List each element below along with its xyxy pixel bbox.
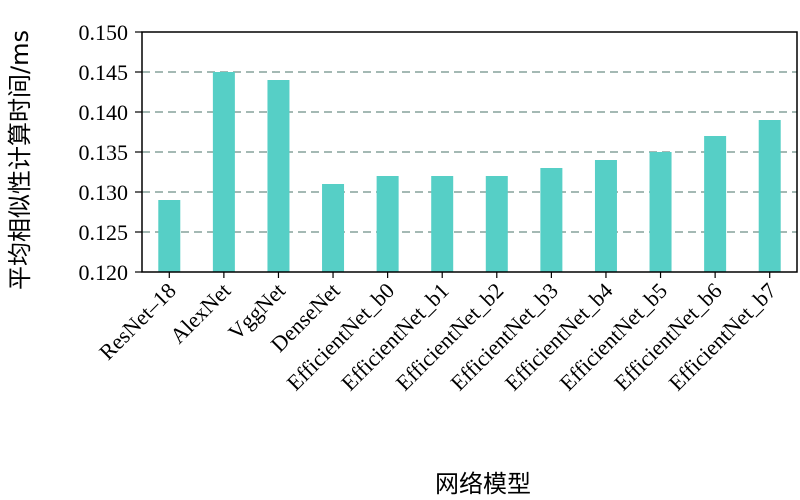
bars	[158, 72, 781, 272]
grid-lines	[142, 71, 797, 233]
bar	[485, 176, 508, 272]
bar	[431, 176, 454, 272]
x-axis-title: 网络模型	[435, 470, 531, 498]
y-tick-label: 0.120	[79, 260, 129, 285]
y-axis-title: 平均相似性计算时间/ms	[6, 30, 34, 290]
x-category-label: AlexNet	[165, 278, 235, 348]
y-tick-label: 0.135	[79, 140, 129, 165]
y-tick-label: 0.125	[79, 220, 129, 245]
bar	[267, 80, 290, 272]
x-axis-labels: ResNet–18AlexNetVggNetDenseNetEfficientN…	[94, 272, 781, 395]
y-tick-label: 0.130	[79, 180, 129, 205]
bar	[540, 168, 563, 272]
bar	[594, 160, 617, 272]
y-tick-label: 0.145	[79, 60, 129, 85]
y-axis-ticks: 0.120 0.125 0.130 0.135 0.140 0.145 0.150	[79, 20, 142, 285]
y-tick-label: 0.140	[79, 100, 129, 125]
bar	[758, 120, 781, 272]
bar	[704, 136, 727, 272]
bar	[212, 72, 235, 272]
bar	[158, 200, 181, 272]
x-category-label: ResNet–18	[94, 278, 181, 365]
bar	[376, 176, 399, 272]
bar	[322, 184, 345, 272]
y-tick-label: 0.150	[79, 20, 129, 45]
bar	[649, 152, 672, 272]
